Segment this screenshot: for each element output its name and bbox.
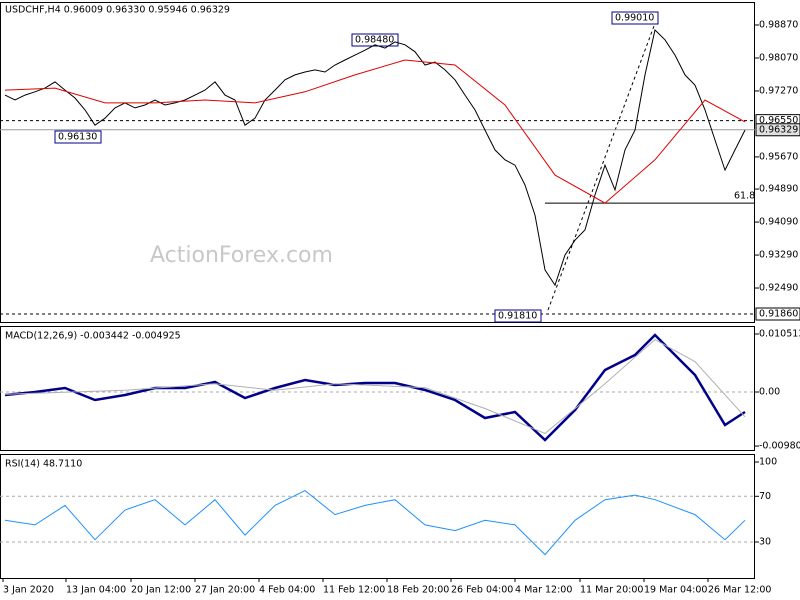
price-label-box [54,130,102,144]
y-tick-label: 0.93290 [759,250,798,261]
price-label: 0.91810 [498,311,537,322]
y-tick-label: 0.95670 [759,151,798,162]
fib-label: 61.8 [734,191,755,202]
price-label-box [351,33,399,47]
x-tick-label: 26 Mar 12:00 [708,585,771,596]
panel-title: RSI(14) 48.7110 [5,459,82,470]
y-tick-label: 30 [759,537,771,548]
panel-title: USDCHF,H4 0.96009 0.96330 0.95946 0.9632… [5,5,230,16]
price-label: 0.98480 [355,35,394,46]
y-tick-label: 0.92490 [759,283,798,294]
y-tick-label: 70 [759,491,771,502]
x-tick-label: 4 Feb 04:00 [259,585,315,596]
level-box [755,123,800,137]
x-tick-label: 4 Mar 12:00 [515,585,572,596]
x-tick-label: 26 Feb 04:00 [451,585,513,596]
y-tick-label: 0.98870 [759,20,798,31]
y-tick-label: 0.98070 [759,52,798,63]
series-line [4,338,746,434]
x-tick-label: 11 Feb 12:00 [323,585,385,596]
level-box [755,307,800,321]
panel-title: MACD(12,26,9) -0.003442 -0.004925 [5,331,181,342]
series-line [4,29,746,287]
level-label: 0.96550 [759,115,798,126]
macd-frame [0,326,755,451]
y-tick-label: 0.97270 [759,85,798,96]
level-label: 0.91860 [759,309,798,320]
y-tick-label: 0.94090 [759,217,798,228]
watermark: ActionForex.com [150,243,333,268]
series-line [4,490,746,556]
x-tick-label: 19 Mar 04:00 [644,585,707,596]
x-tick-label: 18 Feb 20:00 [387,585,449,596]
y-tick-label: 0.010513 [759,329,800,340]
series-line [4,59,746,204]
y-tick-label: 0.94890 [759,184,798,195]
y-tick-label: 100 [759,457,777,468]
price-frame [0,2,755,323]
price-label-box [494,309,542,323]
x-tick-label: 3 Jan 2020 [3,585,54,596]
series-line [4,333,746,442]
rsi-frame [0,454,755,579]
level-label: 0.96329 [759,124,798,135]
price-label-box [611,11,659,25]
x-tick-label: 27 Jan 20:00 [195,585,255,596]
swing-line [547,17,658,311]
x-tick-label: 13 Jan 04:00 [66,585,126,596]
price-label: 0.96130 [58,132,97,143]
y-tick-label: -0.009804 [759,441,800,452]
x-tick-label: 11 Mar 20:00 [580,585,643,596]
price-label: 0.99010 [615,13,654,24]
y-tick-label: 0.00 [759,387,780,398]
x-tick-label: 20 Jan 12:00 [131,585,191,596]
